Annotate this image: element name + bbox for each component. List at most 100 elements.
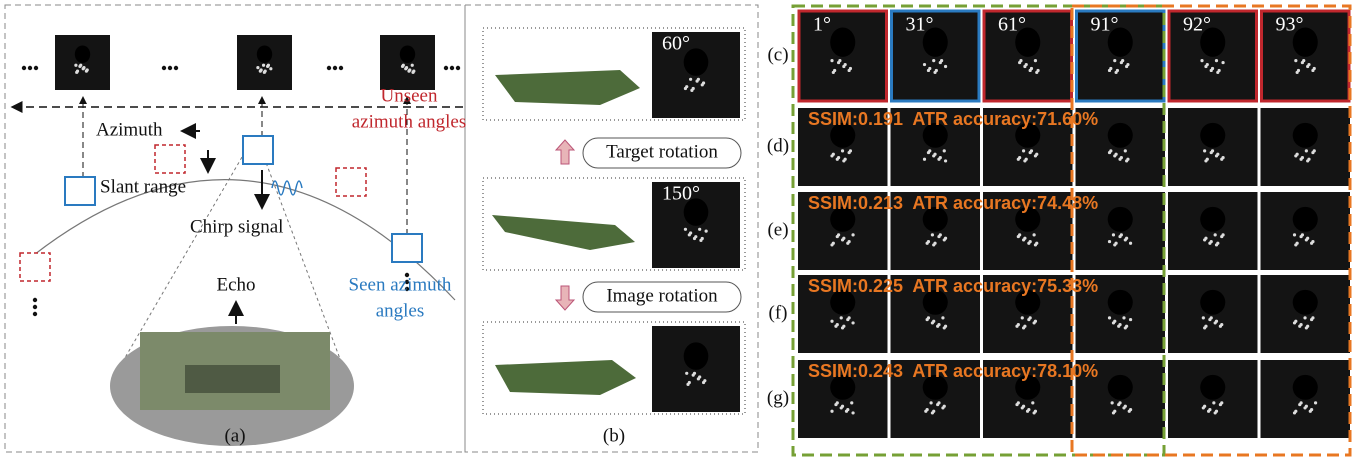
scatter-spot [851,411,854,414]
shadow [400,45,415,63]
tank-photo [185,365,280,393]
scatter-spot [1221,61,1224,64]
scatter-spot [1211,67,1214,70]
scatter-spot [830,410,833,413]
shadow [1293,207,1318,232]
scatter-spot [689,78,692,81]
scatter-spot [1310,408,1313,411]
scatter-spot [1113,410,1116,413]
scatter-spot [1306,325,1309,328]
scatter-spot [932,320,935,323]
scatter-spot [1124,405,1127,408]
metric: SSIM:0.213 ATR accuracy:74.48% [808,193,1098,213]
shadow [830,27,855,56]
seen-sensor [243,136,273,164]
shadow [1108,375,1133,400]
scatter-spot [1297,69,1300,72]
scatter-spot [1313,149,1316,152]
scatter-spot [1034,320,1037,323]
scatter-spot [256,66,259,69]
scatter-spot [1118,323,1121,326]
scatter-spot [1293,233,1296,236]
scatter-spot [1113,320,1116,323]
scatter-spot [850,401,853,404]
scatter-spot [1200,59,1203,62]
scatter-spot [923,63,926,66]
scatter-spot [1215,410,1218,413]
scatter-spot [1202,316,1205,319]
scatter-spot [935,69,938,72]
scatter-spot [1305,405,1308,408]
scatter-spot [1114,242,1117,245]
scatter-spot [1206,158,1209,161]
scatter-spot [1030,67,1033,70]
scatter-spot [928,67,931,70]
scatter-spot [937,323,940,326]
scatter-spot [1218,69,1221,72]
scatter-spot [1124,149,1127,152]
scatter-spot [832,242,835,245]
scatter-spot [923,158,926,161]
scatter-spot [405,66,408,69]
scatter-spot [844,63,847,66]
scatter-spot [849,149,852,152]
scatter-spot [697,78,700,81]
shadow [1293,123,1318,148]
metric: SSIM:0.191 ATR accuracy:71.60% [808,109,1098,129]
scatter-spot [1021,316,1024,319]
scatter-spot [1299,401,1302,404]
scatter-spot [694,235,697,238]
angle-label: 61° [998,14,1026,36]
scatter-spot [928,149,931,152]
scatter-spot [1210,316,1213,319]
seen-label: angles [376,300,425,321]
scatter-spot [842,237,845,240]
row-label: (f) [769,302,788,323]
scatter-spot [1203,149,1206,152]
shadow [1293,375,1318,400]
scatter-spot [1111,401,1114,404]
up-arrow [556,140,574,164]
shadow [1200,207,1225,232]
scatter-spot [837,233,840,236]
scatter-spot [1203,405,1206,408]
shadow [75,45,90,63]
scatter-spot [1031,401,1034,404]
scatter-spot [1301,233,1304,236]
dot [168,66,172,70]
scatter-spot [688,381,691,384]
scatter-spot [927,316,930,319]
dot [33,312,37,316]
scatter-spot [703,379,706,382]
scatter-spot [851,233,854,236]
target-rotation: Target rotation [606,141,718,162]
scatter-spot [1206,63,1209,66]
scatter-spot [927,240,930,243]
scatter-spot [943,405,946,408]
scatter-spot [1311,240,1314,243]
scatter-spot [1216,242,1219,245]
angle-label: 91° [1091,14,1119,36]
scatter-spot [1212,401,1215,404]
scatter-spot [1305,149,1308,152]
azimuth-label: Azimuth [96,119,163,140]
seen-sensor [65,177,95,205]
scatter-spot [944,325,947,328]
dot [22,66,26,70]
scatter-spot [1299,323,1302,326]
scatter-spot [933,153,936,156]
scatter-spot [269,67,272,70]
scatter-spot [411,64,414,67]
scatter-spot [264,70,267,73]
scatter-spot [1210,240,1213,243]
scatter-spot [931,233,934,236]
scatter-spot [1307,158,1310,161]
scatter-spot [841,149,844,152]
scatter-spot [1035,242,1038,245]
tank [495,360,636,395]
scatter-spot [1120,156,1123,159]
scatter-spot [1125,325,1128,328]
seen-sensor [392,234,422,262]
shadow [1200,290,1225,315]
scatter-spot [939,156,942,159]
